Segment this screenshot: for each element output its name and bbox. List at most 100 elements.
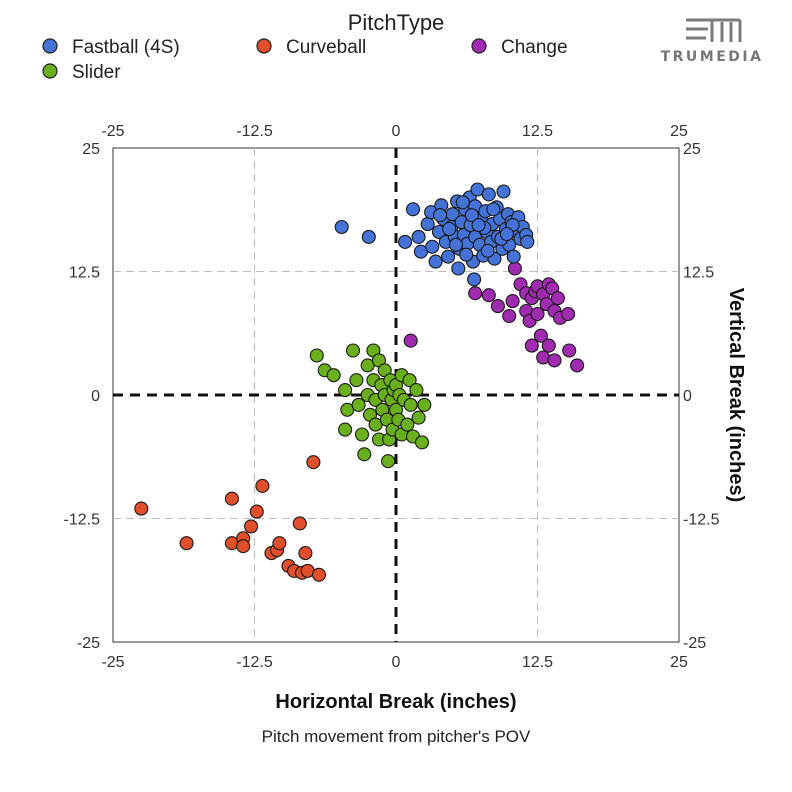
legend-item-change[interactable]: Change — [471, 37, 568, 58]
data-point — [507, 261, 522, 276]
data-point — [403, 397, 418, 412]
data-point — [541, 338, 556, 353]
y-tick-label-right: -25 — [683, 635, 706, 652]
series-fastball-4s — [334, 182, 535, 287]
data-point — [354, 427, 370, 442]
data-point — [496, 184, 511, 199]
data-point — [357, 447, 372, 462]
data-point — [402, 373, 417, 388]
y-tick-label-left: 0 — [91, 388, 100, 405]
data-point — [334, 219, 349, 235]
x-tick-label-top: -25 — [101, 123, 124, 140]
data-point — [255, 478, 270, 493]
data-point — [480, 243, 495, 258]
y-tick-label-left: 25 — [82, 141, 100, 158]
data-point — [351, 397, 366, 412]
data-point — [570, 358, 585, 373]
data-point — [311, 567, 327, 582]
x-tick-label-top: 0 — [392, 123, 401, 140]
data-point — [411, 229, 426, 244]
legend-label-curveball: Curveball — [286, 37, 366, 58]
legend-label-slider: Slider — [72, 62, 121, 83]
chart-caption: Pitch movement from pitcher's POV — [262, 727, 531, 746]
trumedia-logo-mark — [686, 18, 742, 42]
y-tick-label-right: -12.5 — [683, 512, 720, 529]
data-point — [411, 410, 426, 425]
data-point — [306, 455, 321, 470]
data-point — [561, 306, 576, 322]
x-tick-label-bottom: -25 — [101, 654, 124, 671]
data-point — [441, 249, 456, 264]
data-point — [550, 291, 565, 306]
y-tick-label-left: 12.5 — [69, 265, 100, 282]
data-point — [471, 218, 486, 233]
legend-label-change: Change — [501, 37, 568, 58]
data-point — [455, 195, 470, 210]
x-tick-label-top: 12.5 — [522, 123, 553, 140]
series-change — [403, 261, 585, 373]
data-point — [481, 187, 496, 202]
data-point — [405, 202, 421, 217]
data-point — [467, 272, 482, 287]
legend-item-slider[interactable]: Slider — [42, 62, 121, 83]
data-point — [244, 519, 259, 534]
data-point — [420, 217, 435, 232]
legend-title: PitchType — [348, 10, 445, 35]
trumedia-logo: TRUMEDIA — [661, 18, 764, 65]
data-point — [502, 308, 517, 324]
data-point — [298, 546, 313, 561]
data-point — [451, 261, 466, 276]
data-point — [400, 417, 415, 432]
data-point — [425, 239, 440, 254]
data-point — [490, 299, 505, 314]
y-tick-label-right: 25 — [683, 141, 701, 158]
data-points — [134, 182, 585, 582]
legend-marker-fastball — [42, 38, 58, 54]
legend-item-curveball[interactable]: Curveball — [256, 37, 366, 58]
data-point — [428, 254, 443, 269]
data-point — [506, 249, 521, 264]
data-point — [547, 353, 562, 368]
trumedia-logo-text: TRUMEDIA — [661, 49, 764, 65]
data-point — [326, 368, 341, 383]
x-tick-label-top: -12.5 — [236, 123, 273, 140]
x-tick-label-bottom: 0 — [392, 654, 401, 671]
data-point — [520, 234, 535, 249]
y-tick-label-right: 0 — [683, 388, 692, 405]
series-curveball — [134, 455, 327, 582]
data-point — [179, 536, 194, 551]
data-point — [417, 397, 432, 412]
data-point — [533, 328, 548, 343]
data-point — [345, 343, 361, 358]
y-tick-label-right: 12.5 — [683, 265, 714, 282]
x-tick-label-bottom: -12.5 — [236, 654, 273, 671]
data-point — [464, 208, 479, 223]
x-tick-label-bottom: 12.5 — [522, 654, 553, 671]
data-point — [361, 229, 376, 244]
data-point — [448, 237, 464, 252]
legend-marker-slider — [42, 63, 58, 79]
data-point — [349, 373, 364, 388]
legend-marker-curveball — [256, 38, 272, 54]
data-point — [468, 286, 483, 301]
legend-item-fastball[interactable]: Fastball (4S) — [42, 37, 180, 58]
data-point — [459, 247, 474, 262]
data-point — [403, 333, 418, 348]
data-point — [134, 501, 149, 516]
y-tick-label-left: -12.5 — [64, 512, 101, 529]
series-slider — [309, 343, 432, 469]
data-point — [398, 234, 413, 249]
legend-marker-change — [471, 38, 487, 54]
legend: PitchType Fastball (4S) Curveball Change… — [42, 10, 568, 83]
data-point — [499, 226, 514, 242]
data-point — [381, 454, 396, 469]
x-axis-title: Horizontal Break (inches) — [275, 691, 516, 713]
data-point — [486, 202, 501, 217]
data-point — [562, 343, 577, 358]
data-point — [433, 208, 448, 223]
data-point — [292, 516, 307, 531]
y-axis-title: Vertical Break (inches) — [725, 288, 747, 503]
data-point — [481, 288, 496, 303]
data-point — [414, 435, 430, 450]
